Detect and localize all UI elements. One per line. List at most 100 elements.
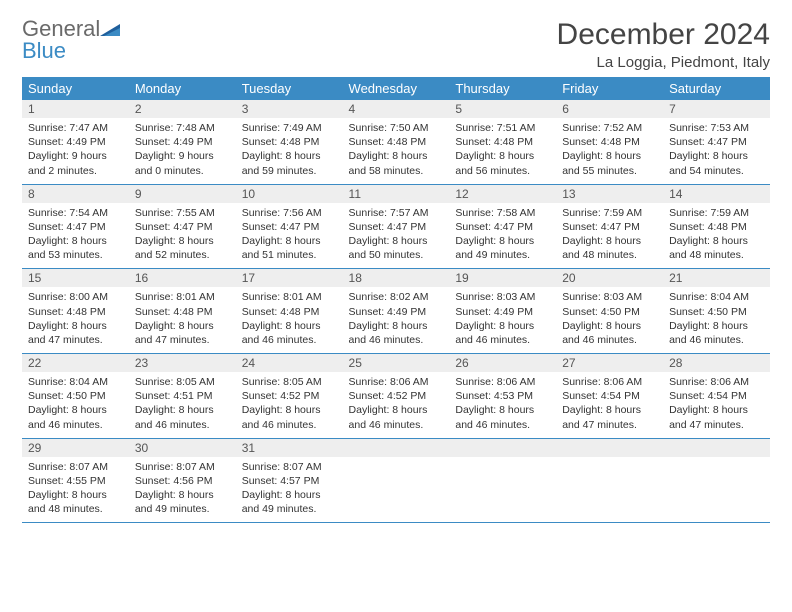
day-body: Sunrise: 8:06 AMSunset: 4:53 PMDaylight:…: [449, 372, 556, 438]
logo: General Blue: [22, 18, 120, 62]
location: La Loggia, Piedmont, Italy: [557, 54, 770, 71]
calendar-day-cell: 18Sunrise: 8:02 AMSunset: 4:49 PMDayligh…: [343, 269, 450, 354]
day-body: Sunrise: 8:07 AMSunset: 4:56 PMDaylight:…: [129, 457, 236, 523]
day-number: 13: [556, 185, 663, 203]
calendar-day-cell: 19Sunrise: 8:03 AMSunset: 4:49 PMDayligh…: [449, 269, 556, 354]
day-body: Sunrise: 8:07 AMSunset: 4:55 PMDaylight:…: [22, 457, 129, 523]
day-number: 12: [449, 185, 556, 203]
logo-word2: Blue: [22, 38, 66, 63]
day-number: 21: [663, 269, 770, 287]
day-body: Sunrise: 7:49 AMSunset: 4:48 PMDaylight:…: [236, 118, 343, 184]
title-block: December 2024 La Loggia, Piedmont, Italy: [557, 18, 770, 71]
weekday-header: Saturday: [663, 77, 770, 100]
calendar-day-cell: 12Sunrise: 7:58 AMSunset: 4:47 PMDayligh…: [449, 184, 556, 269]
header: General Blue December 2024 La Loggia, Pi…: [22, 18, 770, 71]
day-body: Sunrise: 7:52 AMSunset: 4:48 PMDaylight:…: [556, 118, 663, 184]
day-body: Sunrise: 8:07 AMSunset: 4:57 PMDaylight:…: [236, 457, 343, 523]
weekday-header: Monday: [129, 77, 236, 100]
calendar-week-row: 8Sunrise: 7:54 AMSunset: 4:47 PMDaylight…: [22, 184, 770, 269]
calendar-day-cell: 9Sunrise: 7:55 AMSunset: 4:47 PMDaylight…: [129, 184, 236, 269]
calendar-day-cell: 15Sunrise: 8:00 AMSunset: 4:48 PMDayligh…: [22, 269, 129, 354]
weekday-header: Tuesday: [236, 77, 343, 100]
day-body: Sunrise: 7:59 AMSunset: 4:47 PMDaylight:…: [556, 203, 663, 269]
day-number: 27: [556, 354, 663, 372]
day-body: Sunrise: 7:47 AMSunset: 4:49 PMDaylight:…: [22, 118, 129, 184]
day-number: 24: [236, 354, 343, 372]
day-number-empty: [556, 439, 663, 457]
day-number: 10: [236, 185, 343, 203]
calendar-empty-cell: [663, 438, 770, 523]
day-body: Sunrise: 8:01 AMSunset: 4:48 PMDaylight:…: [129, 287, 236, 353]
day-body: Sunrise: 7:48 AMSunset: 4:49 PMDaylight:…: [129, 118, 236, 184]
calendar-day-cell: 23Sunrise: 8:05 AMSunset: 4:51 PMDayligh…: [129, 354, 236, 439]
day-number: 16: [129, 269, 236, 287]
day-body: Sunrise: 8:02 AMSunset: 4:49 PMDaylight:…: [343, 287, 450, 353]
day-number: 17: [236, 269, 343, 287]
day-number: 30: [129, 439, 236, 457]
day-body: Sunrise: 8:04 AMSunset: 4:50 PMDaylight:…: [22, 372, 129, 438]
day-body: Sunrise: 7:53 AMSunset: 4:47 PMDaylight:…: [663, 118, 770, 184]
calendar-day-cell: 13Sunrise: 7:59 AMSunset: 4:47 PMDayligh…: [556, 184, 663, 269]
calendar-week-row: 1Sunrise: 7:47 AMSunset: 4:49 PMDaylight…: [22, 100, 770, 184]
day-number: 7: [663, 100, 770, 118]
day-number: 28: [663, 354, 770, 372]
day-number: 6: [556, 100, 663, 118]
weekday-header: Wednesday: [343, 77, 450, 100]
day-number: 18: [343, 269, 450, 287]
day-number: 11: [343, 185, 450, 203]
calendar-body: 1Sunrise: 7:47 AMSunset: 4:49 PMDaylight…: [22, 100, 770, 523]
day-body: Sunrise: 7:56 AMSunset: 4:47 PMDaylight:…: [236, 203, 343, 269]
calendar-day-cell: 20Sunrise: 8:03 AMSunset: 4:50 PMDayligh…: [556, 269, 663, 354]
day-number: 19: [449, 269, 556, 287]
day-body: Sunrise: 8:03 AMSunset: 4:50 PMDaylight:…: [556, 287, 663, 353]
day-number: 31: [236, 439, 343, 457]
calendar-day-cell: 28Sunrise: 8:06 AMSunset: 4:54 PMDayligh…: [663, 354, 770, 439]
month-title: December 2024: [557, 18, 770, 52]
calendar-day-cell: 4Sunrise: 7:50 AMSunset: 4:48 PMDaylight…: [343, 100, 450, 184]
calendar-day-cell: 27Sunrise: 8:06 AMSunset: 4:54 PMDayligh…: [556, 354, 663, 439]
day-body: Sunrise: 7:55 AMSunset: 4:47 PMDaylight:…: [129, 203, 236, 269]
day-number: 25: [343, 354, 450, 372]
calendar-day-cell: 8Sunrise: 7:54 AMSunset: 4:47 PMDaylight…: [22, 184, 129, 269]
day-number: 14: [663, 185, 770, 203]
calendar-day-cell: 31Sunrise: 8:07 AMSunset: 4:57 PMDayligh…: [236, 438, 343, 523]
calendar-day-cell: 7Sunrise: 7:53 AMSunset: 4:47 PMDaylight…: [663, 100, 770, 184]
calendar-page: General Blue December 2024 La Loggia, Pi…: [0, 0, 792, 541]
day-body: Sunrise: 8:04 AMSunset: 4:50 PMDaylight:…: [663, 287, 770, 353]
day-body: Sunrise: 8:06 AMSunset: 4:54 PMDaylight:…: [556, 372, 663, 438]
day-number-empty: [343, 439, 450, 457]
calendar-day-cell: 17Sunrise: 8:01 AMSunset: 4:48 PMDayligh…: [236, 269, 343, 354]
weekday-row: SundayMondayTuesdayWednesdayThursdayFrid…: [22, 77, 770, 100]
day-body: Sunrise: 8:06 AMSunset: 4:54 PMDaylight:…: [663, 372, 770, 438]
day-body: Sunrise: 8:06 AMSunset: 4:52 PMDaylight:…: [343, 372, 450, 438]
logo-text: General Blue: [22, 18, 120, 62]
day-number-empty: [663, 439, 770, 457]
day-body: Sunrise: 7:57 AMSunset: 4:47 PMDaylight:…: [343, 203, 450, 269]
day-body: Sunrise: 7:58 AMSunset: 4:47 PMDaylight:…: [449, 203, 556, 269]
day-number: 26: [449, 354, 556, 372]
day-number: 15: [22, 269, 129, 287]
calendar-week-row: 22Sunrise: 8:04 AMSunset: 4:50 PMDayligh…: [22, 354, 770, 439]
calendar-day-cell: 30Sunrise: 8:07 AMSunset: 4:56 PMDayligh…: [129, 438, 236, 523]
calendar-day-cell: 26Sunrise: 8:06 AMSunset: 4:53 PMDayligh…: [449, 354, 556, 439]
calendar-day-cell: 3Sunrise: 7:49 AMSunset: 4:48 PMDaylight…: [236, 100, 343, 184]
day-number: 9: [129, 185, 236, 203]
day-number: 3: [236, 100, 343, 118]
calendar-day-cell: 1Sunrise: 7:47 AMSunset: 4:49 PMDaylight…: [22, 100, 129, 184]
day-number: 29: [22, 439, 129, 457]
day-body: Sunrise: 8:05 AMSunset: 4:51 PMDaylight:…: [129, 372, 236, 438]
day-body: Sunrise: 7:51 AMSunset: 4:48 PMDaylight:…: [449, 118, 556, 184]
weekday-header: Sunday: [22, 77, 129, 100]
day-number-empty: [449, 439, 556, 457]
calendar-day-cell: 16Sunrise: 8:01 AMSunset: 4:48 PMDayligh…: [129, 269, 236, 354]
day-number: 5: [449, 100, 556, 118]
calendar-day-cell: 2Sunrise: 7:48 AMSunset: 4:49 PMDaylight…: [129, 100, 236, 184]
day-body: Sunrise: 8:05 AMSunset: 4:52 PMDaylight:…: [236, 372, 343, 438]
calendar-day-cell: 5Sunrise: 7:51 AMSunset: 4:48 PMDaylight…: [449, 100, 556, 184]
calendar-empty-cell: [343, 438, 450, 523]
day-number: 8: [22, 185, 129, 203]
calendar-week-row: 15Sunrise: 8:00 AMSunset: 4:48 PMDayligh…: [22, 269, 770, 354]
triangle-icon: [100, 18, 120, 40]
calendar-day-cell: 22Sunrise: 8:04 AMSunset: 4:50 PMDayligh…: [22, 354, 129, 439]
day-body: Sunrise: 8:03 AMSunset: 4:49 PMDaylight:…: [449, 287, 556, 353]
